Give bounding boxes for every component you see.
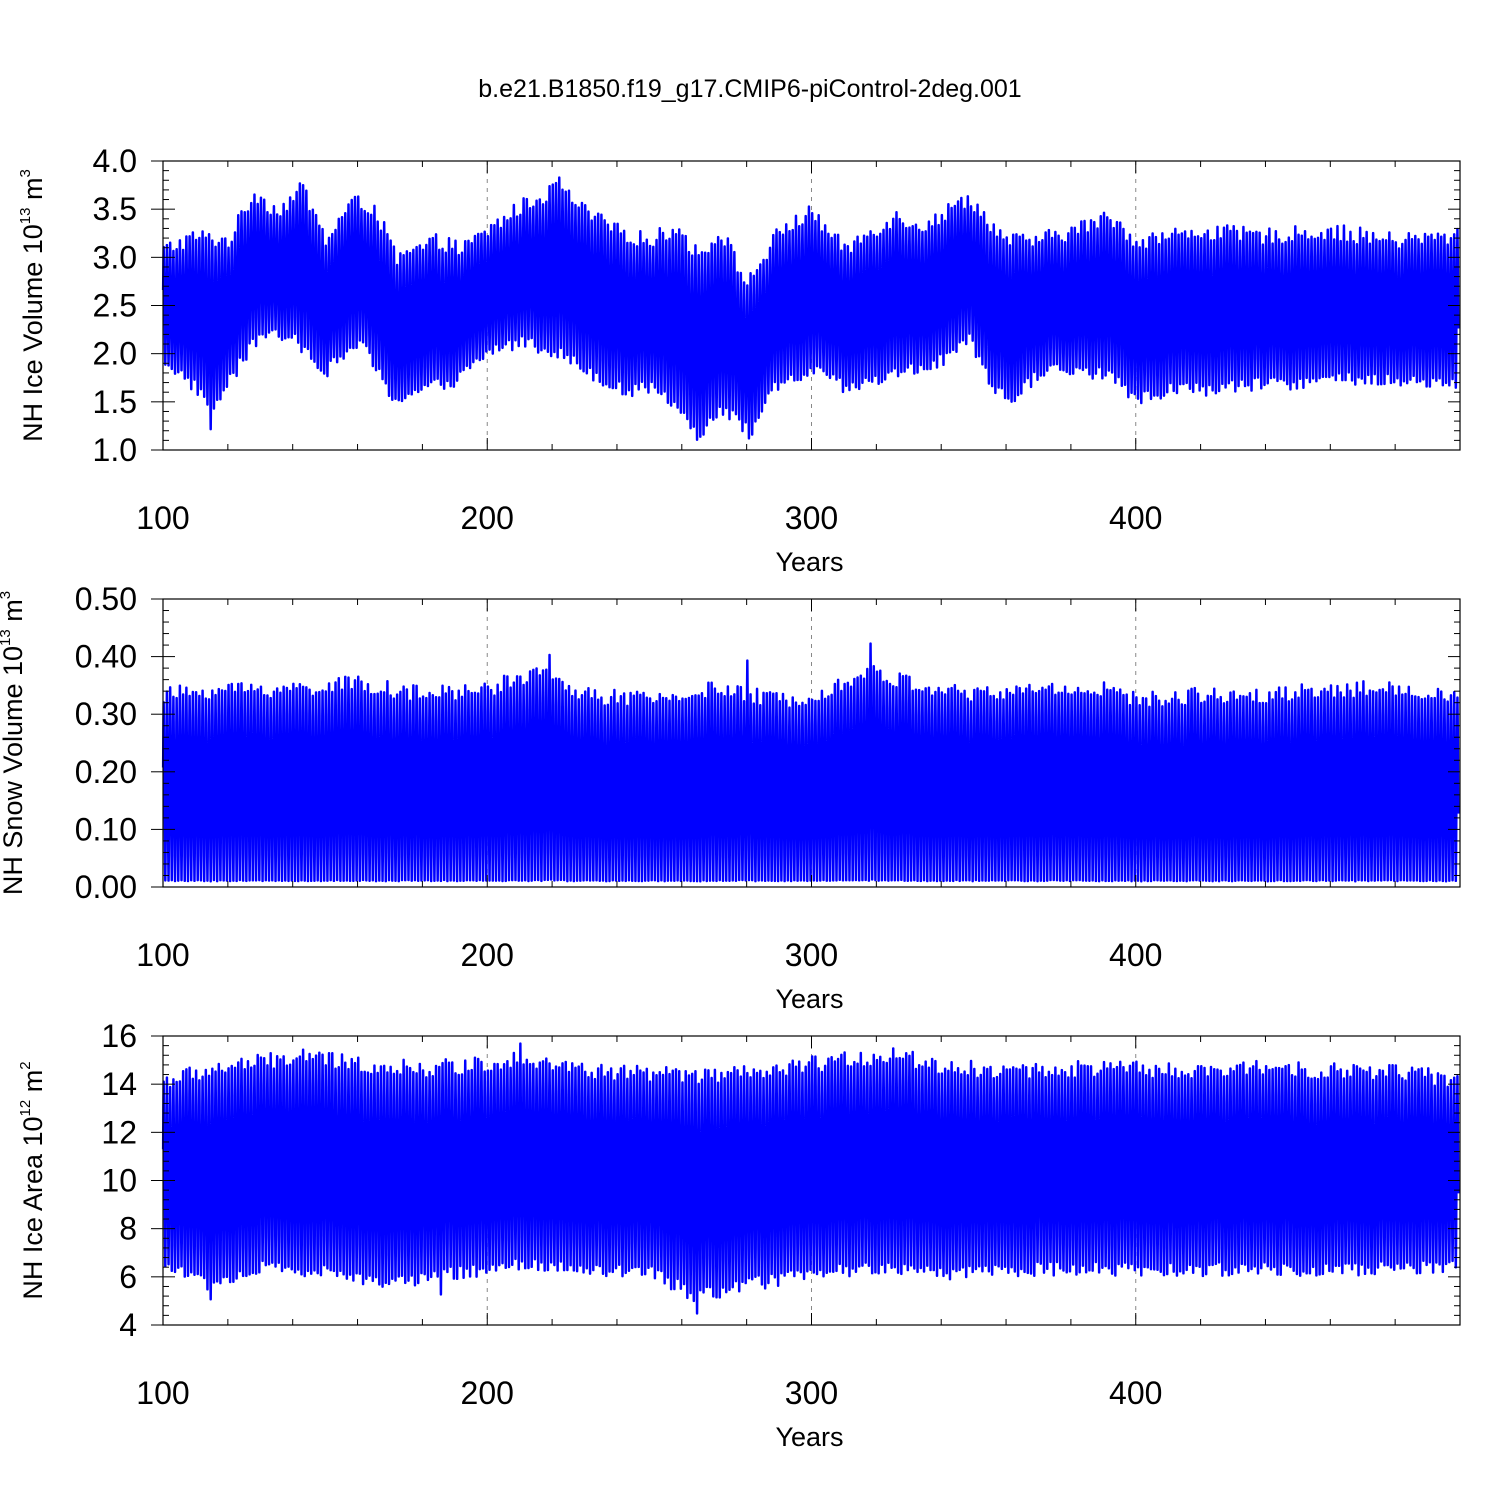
- y-tick-label: 0.20: [75, 754, 137, 790]
- x-axis-title: Years: [775, 1422, 843, 1452]
- y-tick-label: 0.10: [75, 811, 137, 847]
- x-axis-title: Years: [775, 547, 843, 577]
- series-line: [161, 176, 1460, 441]
- figure-title: b.e21.B1850.f19_g17.CMIP6-piControl-2deg…: [478, 75, 1021, 103]
- y-axis-title: NH Snow Volume 1013 m3: [0, 591, 28, 895]
- y-tick-label: 0.40: [75, 639, 137, 675]
- x-tick-label: 300: [785, 500, 838, 536]
- x-tick-label: 400: [1109, 1375, 1162, 1411]
- y-tick-label: 8: [119, 1211, 137, 1247]
- y-tick-label: 2.0: [93, 336, 137, 372]
- x-tick-label: 200: [461, 500, 514, 536]
- x-tick-label: 400: [1109, 937, 1162, 973]
- y-tick-label: 3.5: [93, 191, 137, 227]
- x-tick-label: 100: [136, 500, 189, 536]
- y-tick-label: 3.0: [93, 239, 137, 275]
- x-tick-label: 200: [461, 937, 514, 973]
- x-tick-label: 400: [1109, 500, 1162, 536]
- y-axis-title: NH Ice Area 1012 m2: [17, 1061, 48, 1299]
- y-tick-label: 12: [101, 1114, 137, 1150]
- y-tick-label: 4.0: [93, 143, 137, 179]
- y-tick-label: 6: [119, 1259, 137, 1295]
- x-axis-title: Years: [775, 984, 843, 1014]
- y-axis-title: NH Ice Volume 1013 m3: [17, 169, 48, 442]
- y-tick-label: 4: [119, 1307, 137, 1343]
- panel-1: 100 200 300 400 Years 1.0 1.5 2.0 2.5 3.0 3.5 4.0 NH…: [17, 143, 1461, 577]
- y-tick-label: 14: [101, 1066, 137, 1102]
- panel-2: 100 200 300 400 Years 0.00 0.10 0.20 0.30 0.40 0.5…: [0, 581, 1461, 1014]
- x-tick-label: 100: [136, 1375, 189, 1411]
- y-tick-label: 10: [101, 1163, 137, 1199]
- panel-3: 100 200 300 400 Years 4 6 8 10 12 14 16 NH Ice Area …: [17, 1018, 1461, 1452]
- y-tick-label: 1.0: [93, 432, 137, 468]
- series-line: [161, 642, 1460, 883]
- series-line: [161, 1042, 1460, 1315]
- x-tick-label: 100: [136, 937, 189, 973]
- y-tick-label: 0.50: [75, 581, 137, 617]
- y-tick-label: 0.00: [75, 869, 137, 905]
- x-tick-label: 300: [785, 1375, 838, 1411]
- y-tick-label: 0.30: [75, 696, 137, 732]
- x-tick-label: 300: [785, 937, 838, 973]
- y-tick-label: 16: [101, 1018, 137, 1054]
- y-tick-label: 1.5: [93, 384, 137, 420]
- x-tick-label: 200: [461, 1375, 514, 1411]
- y-tick-label: 2.5: [93, 288, 137, 324]
